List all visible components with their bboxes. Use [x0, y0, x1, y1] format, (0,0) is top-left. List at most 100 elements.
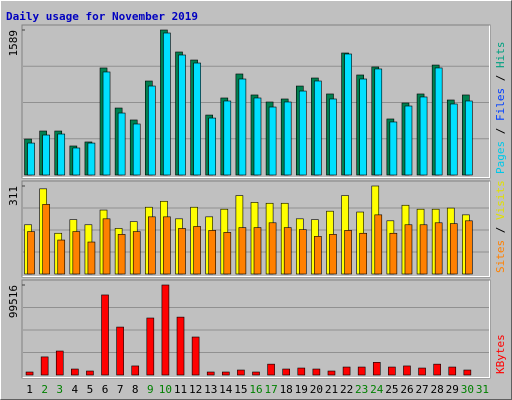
bar [25, 371, 34, 376]
bar [359, 232, 367, 275]
bar [57, 133, 66, 176]
y-tick-label: 99516 [7, 285, 20, 318]
bar [419, 96, 428, 176]
bar [465, 220, 473, 275]
bar [148, 85, 156, 176]
bar [252, 371, 260, 376]
bar [191, 336, 200, 376]
bar [55, 350, 64, 376]
x-tick-label: 28 [431, 383, 444, 396]
bar [329, 98, 337, 176]
legend: Sites / Visits [494, 180, 507, 273]
x-tick-label: 20 [310, 383, 323, 396]
bar [344, 230, 352, 275]
legend-entry: Visits [494, 180, 507, 220]
bar [372, 362, 381, 376]
x-tick-label: 18 [280, 383, 293, 396]
bar [132, 123, 141, 176]
plot-area [21, 279, 491, 379]
bar [27, 142, 35, 176]
bar [282, 368, 290, 376]
x-tick-label: 16 [249, 383, 262, 396]
x-tick-label: 2 [41, 383, 48, 396]
bar [208, 117, 217, 176]
bar [359, 78, 367, 176]
bar [388, 366, 396, 376]
chart-title: Daily usage for November 2019 [6, 10, 198, 23]
bar [448, 366, 457, 376]
bar [465, 100, 473, 176]
bar [161, 284, 170, 376]
bar [297, 367, 306, 376]
bar [463, 369, 472, 376]
x-tick-label: 6 [102, 383, 109, 396]
x-tick-label: 23 [355, 383, 368, 396]
legend-entry: Hits [494, 42, 507, 69]
bar [72, 147, 81, 176]
bar [148, 216, 156, 275]
x-tick-label: 5 [87, 383, 94, 396]
bar [403, 365, 411, 376]
x-tick-label: 22 [340, 383, 353, 396]
bar [404, 224, 413, 275]
bar [389, 121, 398, 176]
bar [434, 67, 443, 176]
bar [404, 105, 413, 176]
bar [27, 231, 35, 275]
x-tick-label: 17 [264, 383, 277, 396]
x-tick-label: 19 [295, 383, 308, 396]
bar [418, 367, 426, 376]
bar [419, 224, 428, 275]
bar [163, 216, 171, 275]
bar [344, 53, 352, 176]
bar [42, 204, 50, 275]
bar [72, 231, 81, 275]
x-tick-label: 10 [159, 383, 172, 396]
bar [71, 368, 79, 376]
legend-separator: / [494, 68, 507, 88]
bar [131, 365, 140, 376]
x-tick-label: 4 [72, 383, 79, 396]
bar [146, 317, 155, 376]
bar [327, 370, 336, 376]
bar [116, 326, 124, 376]
x-tick-label: 3 [56, 383, 63, 396]
bar [253, 227, 262, 275]
bar [314, 80, 322, 176]
bar [314, 236, 322, 275]
x-tick-label: 30 [461, 383, 474, 396]
x-tick-label: 12 [189, 383, 202, 396]
legend-entry: Pages [494, 141, 507, 174]
bar [238, 227, 247, 275]
x-tick-label: 25 [385, 383, 398, 396]
y-tick-label: 311 [7, 186, 20, 206]
bar [117, 234, 126, 275]
x-tick-label: 21 [325, 383, 338, 396]
x-tick-label: 1 [26, 383, 33, 396]
x-tick-label: 8 [132, 383, 139, 396]
bar [374, 214, 383, 275]
bar [223, 100, 232, 176]
bar [267, 363, 275, 376]
bar [193, 62, 201, 176]
plot-bevel [22, 280, 490, 378]
bar [101, 294, 109, 376]
bar [374, 68, 383, 176]
bar [222, 371, 230, 376]
bar [40, 356, 49, 376]
bar [433, 363, 441, 376]
bar [102, 218, 111, 275]
y-tick-label: 1589 [7, 30, 20, 57]
bar [389, 232, 398, 275]
x-tick-label: 14 [219, 383, 233, 396]
bar [253, 97, 262, 176]
bar [298, 229, 307, 275]
x-tick-label: 29 [446, 383, 459, 396]
bar [283, 101, 292, 176]
bar [237, 369, 245, 376]
bar [283, 227, 292, 275]
bar [268, 222, 277, 275]
